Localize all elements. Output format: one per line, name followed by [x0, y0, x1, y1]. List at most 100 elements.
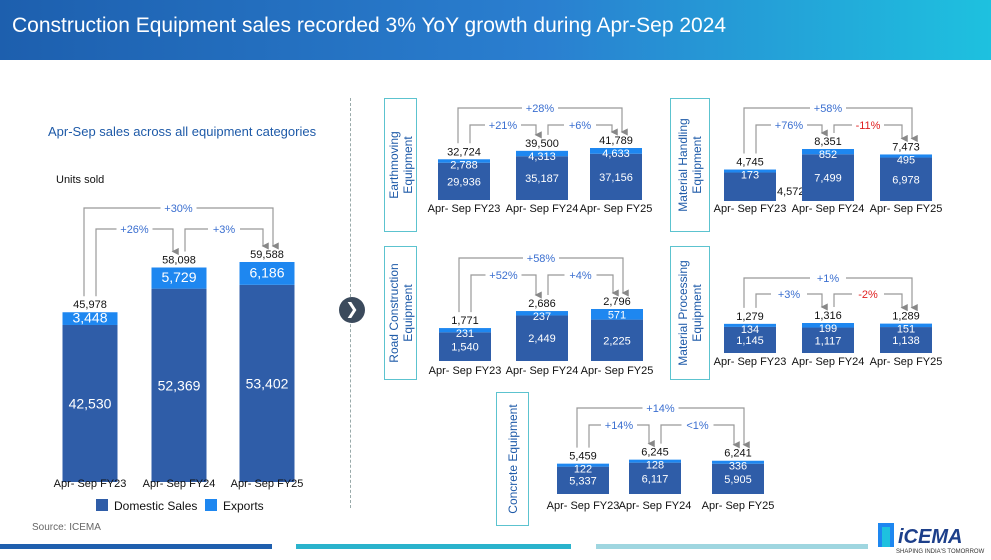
domestic-value-label: 29,936: [447, 176, 481, 188]
domestic-value-label: 5,337: [569, 475, 597, 487]
growth-label-bg: [601, 418, 637, 431]
bar-exports: [62, 312, 118, 325]
footer-bar: [296, 544, 571, 549]
total-value-label: 39,500: [525, 138, 559, 150]
category-label: Apr- Sep FY24: [506, 203, 579, 215]
growth-label-bg: [642, 401, 679, 414]
growth-label-bg: [852, 287, 884, 300]
footer-bar: [596, 544, 868, 549]
bar-domestic: [880, 157, 932, 201]
exports-value-label: 5,729: [161, 269, 196, 285]
exports-value-label: 199: [819, 323, 837, 335]
units-label: Units sold: [56, 174, 105, 186]
legend-swatch-domestic: [96, 499, 108, 511]
bar-exports: [629, 459, 681, 463]
category-label: Apr- Sep FY25: [231, 478, 304, 490]
bar-domestic: [516, 315, 568, 361]
category-label: Apr- Sep FY23: [54, 478, 127, 490]
category-label: Apr- Sep FY25: [702, 500, 775, 512]
growth-label: +1%: [817, 273, 840, 285]
growth-label: -11%: [856, 120, 881, 132]
growth-label-bg: [116, 222, 153, 235]
domestic-value-label: 1,117: [815, 335, 842, 347]
growth-label-bg: [208, 222, 240, 235]
category-label: Apr- Sep FY25: [870, 203, 943, 215]
growth-label-bg: [485, 268, 522, 281]
bar-exports: [880, 154, 932, 158]
growth-label-bg: [485, 118, 521, 131]
bar-exports: [712, 460, 764, 464]
domestic-value-label: 6,978: [892, 174, 920, 186]
svg-text:SHAPING INDIA'S TOMORROW: SHAPING INDIA'S TOMORROW: [896, 549, 985, 555]
total-value-label: 5,459: [569, 451, 597, 463]
domestic-value-label: 2,449: [528, 333, 556, 345]
growth-label: +26%: [120, 224, 149, 236]
growth-label: +58%: [527, 253, 556, 265]
legend-label-domestic: Domestic Sales: [114, 499, 198, 513]
domestic-value-label: 4,572: [777, 186, 805, 198]
bar-exports: [802, 323, 854, 328]
bar-domestic: [629, 462, 681, 494]
exports-value-label: 2,788: [450, 159, 478, 171]
bar-domestic: [62, 324, 118, 482]
domestic-value-label: 1,540: [451, 342, 479, 354]
growth-label: +28%: [526, 103, 555, 115]
domestic-value-label: 35,187: [525, 173, 559, 185]
bar-domestic: [557, 466, 609, 494]
domestic-value-label: 6,117: [642, 473, 669, 485]
bar-domestic: [724, 172, 776, 201]
source-note: Source: ICEMA: [32, 522, 101, 533]
category-label: Apr- Sep FY24: [143, 478, 216, 490]
total-value-label: 41,789: [599, 135, 633, 147]
growth-label: +6%: [569, 120, 592, 132]
svg-text:iCEMA: iCEMA: [898, 526, 962, 548]
panel-title-road-construction: Road Construction Equipment: [384, 246, 417, 380]
domestic-value-label: 5,905: [724, 474, 752, 486]
exports-value-label: 122: [574, 464, 592, 476]
total-value-label: 1,771: [451, 315, 479, 327]
category-label: Apr- Sep FY23: [429, 365, 502, 377]
domestic-value-label: 2,225: [603, 335, 631, 347]
bar-domestic: [239, 284, 295, 482]
page-title: Construction Equipment sales recorded 3%…: [12, 14, 727, 37]
next-arrow-icon[interactable]: ❯: [339, 297, 365, 323]
domestic-value-label: 37,156: [599, 172, 633, 184]
category-label: Apr- Sep FY24: [619, 500, 692, 512]
exports-value-label: 173: [741, 170, 759, 182]
category-label: Apr- Sep FY25: [581, 365, 654, 377]
category-label: Apr- Sep FY24: [506, 365, 579, 377]
bar-exports: [239, 262, 295, 285]
category-label: Apr- Sep FY23: [547, 500, 620, 512]
growth-label-bg: [564, 268, 597, 281]
category-label: Apr- Sep FY23: [714, 203, 787, 215]
category-label: Apr- Sep FY23: [428, 203, 501, 215]
domestic-value-label: 1,145: [736, 335, 764, 347]
chart-subtitle: Apr-Sep sales across all equipment categ…: [48, 124, 317, 139]
growth-label: +14%: [646, 403, 675, 415]
bar-exports: [516, 311, 568, 316]
growth-label-bg: [810, 101, 846, 114]
bar-exports: [438, 159, 490, 163]
bar-domestic: [802, 327, 854, 353]
total-value-label: 6,245: [641, 447, 669, 459]
exports-value-label: 571: [608, 309, 626, 321]
growth-label-bg: [160, 201, 197, 214]
total-value-label: 2,796: [603, 296, 631, 308]
exports-value-label: 495: [897, 154, 915, 166]
growth-label: +4%: [569, 270, 592, 282]
growth-label: +58%: [814, 103, 843, 115]
total-value-label: 6,241: [724, 448, 752, 460]
total-value-label: 59,588: [250, 249, 284, 261]
bar-exports: [516, 150, 568, 157]
total-value-label: 4,745: [736, 157, 764, 169]
bar-exports: [802, 149, 854, 155]
total-value-label: 58,098: [162, 255, 196, 267]
legend-label-exports: Exports: [223, 499, 264, 513]
bar-exports: [439, 328, 491, 333]
growth-label: +52%: [489, 270, 518, 282]
growth-label: +3%: [213, 224, 236, 236]
category-label: Apr- Sep FY24: [792, 356, 865, 368]
exports-value-label: 237: [533, 311, 551, 323]
category-label: Apr- Sep FY25: [580, 203, 653, 215]
